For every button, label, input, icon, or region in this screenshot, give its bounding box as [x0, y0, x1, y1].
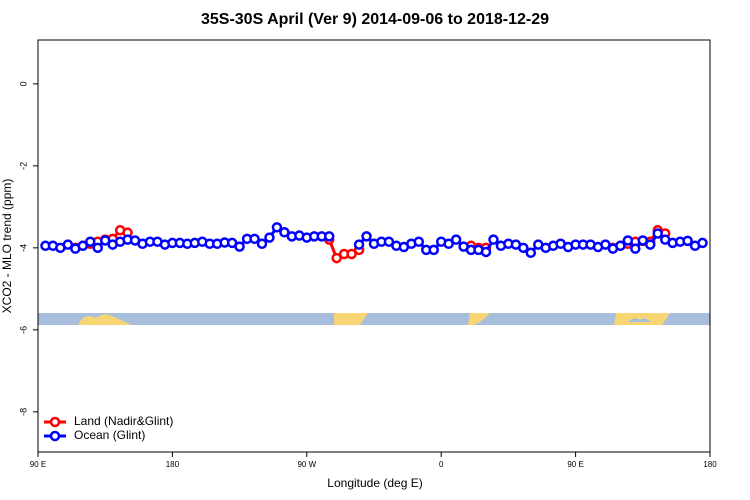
- x-tick-label: 180: [703, 460, 717, 469]
- data-point: [697, 237, 708, 249]
- x-tick-label: 90 W: [297, 460, 316, 469]
- data-point: [630, 243, 641, 254]
- data-point: [525, 247, 537, 259]
- x-tick-label: 180: [166, 460, 180, 469]
- x-tick-label: 0: [439, 460, 444, 469]
- legend-label: Land (Nadir&Glint): [74, 414, 173, 428]
- data-point: [234, 241, 245, 252]
- data-point: [652, 228, 663, 239]
- y-tick-label: -2: [18, 162, 28, 170]
- data-point: [443, 238, 454, 249]
- data-point: [383, 236, 395, 247]
- data-point: [361, 231, 372, 242]
- x-tick-label: 90 E: [567, 460, 583, 469]
- data-point: [264, 232, 275, 243]
- data-point: [480, 246, 492, 258]
- data-point: [428, 244, 439, 256]
- chart-title: 35S-30S April (Ver 9) 2014-09-06 to 2018…: [201, 11, 549, 28]
- data-point: [346, 248, 357, 260]
- data-point: [615, 240, 626, 252]
- data-point: [271, 222, 283, 233]
- y-tick-label: -4: [18, 244, 28, 252]
- data-point: [413, 236, 425, 247]
- data-point: [279, 227, 290, 238]
- data-point: [249, 233, 260, 245]
- x-tick-label: 90 E: [30, 460, 46, 469]
- map-strip: [38, 313, 710, 325]
- data-point: [450, 234, 462, 245]
- data-point: [518, 242, 529, 254]
- data-point: [256, 238, 268, 249]
- y-axis-label: XCO2 - MLO trend (ppm): [0, 179, 14, 314]
- legend-marker: [49, 416, 61, 428]
- data-point: [622, 235, 634, 246]
- plot-frame: [37, 39, 711, 453]
- legend-label: Ocean (Glint): [74, 428, 145, 442]
- data-point: [682, 235, 693, 247]
- data-point: [331, 252, 342, 264]
- data-point: [62, 239, 74, 250]
- x-axis-label: Longitude (deg E): [327, 476, 422, 490]
- data-point: [488, 234, 499, 245]
- data-point: [92, 242, 103, 254]
- data-point: [323, 231, 335, 242]
- y-tick-label: -6: [18, 326, 28, 334]
- data-point: [99, 235, 111, 246]
- y-tick-label: 0: [18, 81, 28, 86]
- data-point: [637, 235, 649, 246]
- data-point: [645, 239, 656, 250]
- legend-marker: [49, 430, 61, 442]
- data-point: [353, 239, 365, 250]
- data-point: [85, 236, 96, 247]
- data-point: [600, 239, 611, 250]
- data-point: [77, 240, 89, 252]
- y-tick-label: -8: [18, 408, 28, 416]
